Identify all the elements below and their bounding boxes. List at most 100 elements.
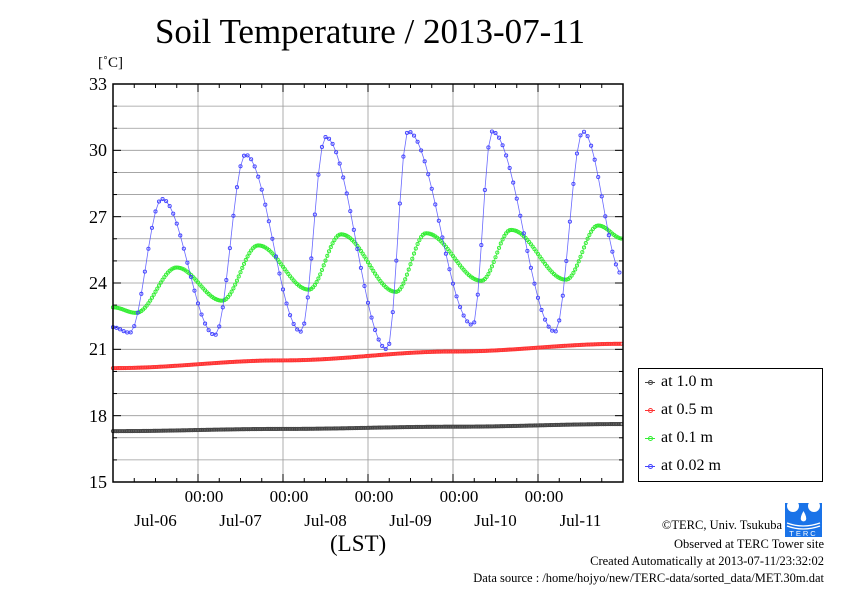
data-point-3 — [153, 209, 158, 214]
x-tick-time-label: 00:00 — [354, 487, 394, 506]
data-point-3 — [585, 134, 590, 139]
data-point-2 — [233, 282, 238, 287]
data-point-3 — [560, 293, 565, 298]
data-point-3 — [546, 324, 551, 329]
data-point-3 — [135, 310, 140, 315]
data-point-3 — [309, 256, 314, 261]
data-point-3 — [404, 130, 410, 135]
data-point-3 — [259, 187, 264, 192]
data-point-2 — [149, 295, 155, 300]
legend-label: at 0.1 m — [661, 429, 713, 446]
data-point-3 — [273, 254, 278, 259]
data-point-3 — [362, 283, 367, 289]
data-point-3 — [383, 347, 388, 352]
data-point-2 — [371, 268, 376, 273]
data-point-3 — [210, 331, 215, 337]
data-point-2 — [114, 305, 119, 310]
data-point-3 — [543, 317, 548, 322]
data-point-3 — [160, 196, 165, 202]
data-point-3 — [472, 320, 477, 325]
data-point-3 — [419, 148, 424, 153]
data-point-3 — [341, 175, 346, 180]
data-point-2 — [314, 279, 319, 285]
data-point-3 — [295, 327, 300, 332]
data-point-3 — [351, 227, 356, 232]
legend-label: at 1.0 m — [661, 373, 713, 390]
data-point-3 — [178, 233, 183, 238]
series-line-3 — [112, 130, 620, 350]
data-point-3 — [380, 343, 385, 349]
data-point-2 — [330, 241, 335, 246]
data-point-2 — [573, 267, 578, 272]
data-point-3 — [337, 161, 342, 166]
data-point-2 — [496, 245, 502, 250]
data-point-2 — [585, 236, 590, 241]
data-point-2 — [241, 261, 247, 266]
data-point-3 — [458, 305, 463, 310]
data-point-3 — [348, 209, 353, 214]
data-point-3 — [475, 292, 480, 297]
data-point-2 — [312, 282, 317, 288]
x-tick-date-label: Jul-07 — [219, 511, 262, 530]
data-point-0 — [617, 422, 622, 427]
data-point-2 — [365, 260, 371, 265]
data-point-2 — [302, 286, 307, 291]
data-point-3 — [574, 151, 580, 156]
data-point-2 — [358, 248, 363, 254]
data-point-3 — [164, 199, 169, 204]
y-axis-label: [˚C] — [98, 55, 123, 71]
data-point-2 — [404, 272, 410, 277]
data-point-3 — [518, 213, 523, 218]
data-point-3 — [408, 130, 413, 135]
data-point-3 — [514, 196, 519, 201]
data-point-3 — [592, 157, 597, 162]
data-point-3 — [224, 278, 229, 283]
y-tick-label: 30 — [89, 140, 107, 161]
data-point-2 — [479, 278, 484, 283]
data-point-3 — [539, 307, 544, 313]
data-point-2 — [569, 273, 574, 278]
data-point-3 — [429, 186, 434, 191]
data-point-2 — [413, 246, 418, 251]
y-tick-label: 15 — [89, 472, 107, 492]
data-point-2 — [589, 229, 594, 234]
data-point-2 — [323, 258, 328, 263]
data-point-3 — [245, 153, 250, 158]
data-point-3 — [535, 295, 541, 300]
data-point-3 — [316, 172, 321, 177]
data-point-3 — [277, 271, 282, 276]
y-tick-label: 18 — [89, 405, 107, 426]
data-point-3 — [188, 274, 193, 279]
data-point-3 — [195, 301, 201, 306]
data-point-2 — [316, 276, 321, 281]
data-point-3 — [567, 219, 572, 224]
data-point-2 — [231, 286, 236, 291]
svg-text:TERC: TERC — [789, 529, 817, 537]
data-point-2 — [511, 228, 516, 233]
data-point-3 — [291, 321, 296, 326]
data-point-3 — [220, 305, 225, 310]
copyright-text: ©TERC, Univ. Tsukuba — [661, 518, 782, 532]
data-point-2 — [408, 262, 413, 267]
data-point-3 — [571, 181, 576, 186]
data-point-2 — [583, 240, 588, 246]
data-point-2 — [215, 297, 220, 302]
data-point-2 — [156, 283, 162, 288]
data-point-2 — [240, 265, 245, 271]
data-point-2 — [238, 270, 243, 275]
data-point-3 — [426, 172, 431, 177]
chart-title: Soil Temperature / 2013-07-11 — [154, 12, 586, 51]
data-point-2 — [319, 267, 325, 273]
data-point-2 — [415, 241, 420, 247]
data-point-2 — [153, 289, 158, 294]
data-point-2 — [305, 287, 310, 292]
data-point-3 — [599, 194, 604, 199]
data-point-3 — [596, 175, 601, 180]
data-point-2 — [498, 241, 503, 246]
data-point-3 — [231, 213, 236, 218]
data-point-2 — [486, 271, 491, 277]
created-text: Created Automatically at 2013-07-11/23:3… — [590, 554, 824, 568]
data-point-2 — [576, 259, 581, 264]
data-point-2 — [426, 231, 431, 236]
data-point-2 — [491, 259, 496, 264]
